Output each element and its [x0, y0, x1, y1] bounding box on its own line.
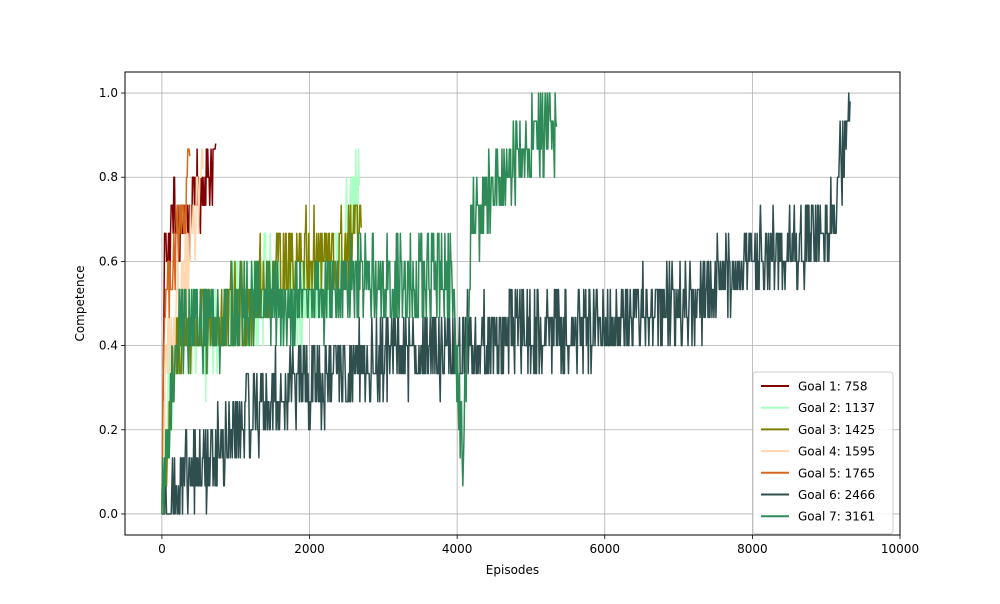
series-line-goal-7: [161, 92, 558, 515]
legend-label: Goal 3: 1425: [798, 423, 875, 437]
legend-label: Goal 6: 2466: [798, 488, 875, 502]
y-tick-label: 0.2: [99, 423, 118, 437]
series-line-goal-5: [161, 148, 191, 514]
y-tick-label: 0.4: [99, 339, 118, 353]
x-tick-label: 8000: [737, 542, 768, 556]
legend-label: Goal 5: 1765: [798, 466, 875, 480]
legend-label: Goal 1: 758: [798, 380, 868, 394]
axis-ticks: 0 2000 4000 6000 8000 10000 0.0 0.2 0.4 0.6 0.8 1.0: [99, 86, 919, 556]
y-tick-label: 0.8: [99, 170, 118, 184]
y-tick-label: 0.0: [99, 507, 118, 521]
legend-label: Goal 2: 1137: [798, 401, 875, 415]
y-tick-label: 0.6: [99, 254, 118, 268]
plot-frame: [124, 71, 901, 536]
y-axis-label: Competence: [73, 265, 87, 341]
x-tick-label: 2000: [294, 542, 325, 556]
series-line-goal-1: [161, 143, 217, 514]
series-line-goal-6: [161, 92, 851, 515]
x-tick-label: 6000: [589, 542, 620, 556]
x-tick-label: 0: [158, 542, 166, 556]
x-tick-label: 10000: [881, 542, 919, 556]
y-tick-label: 1.0: [99, 86, 118, 100]
legend-label: Goal 4: 1595: [798, 445, 875, 459]
legend-box: [752, 371, 894, 535]
x-axis-label: Episodes: [486, 563, 539, 577]
series-lines: [161, 92, 851, 515]
x-tick-label: 4000: [442, 542, 473, 556]
legend-label: Goal 7: 3161: [798, 510, 875, 524]
legend: Goal 1: 758 Goal 2: 1137 Goal 3: 1425 Goal …: [752, 371, 894, 535]
